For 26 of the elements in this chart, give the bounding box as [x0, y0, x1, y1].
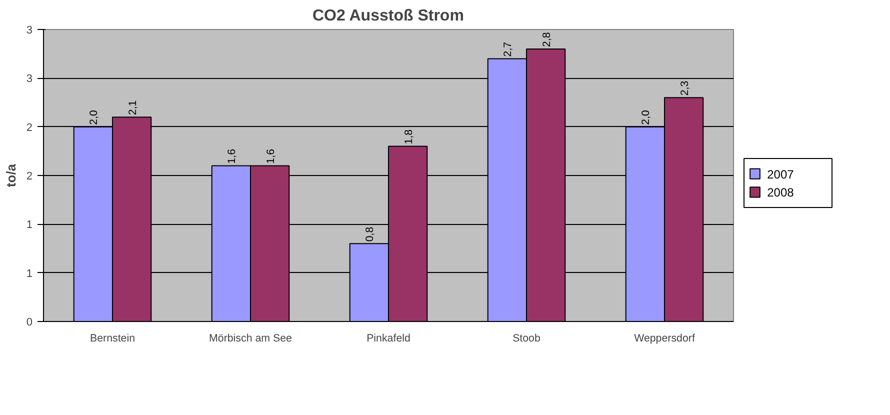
- y-tick-label: 3: [26, 73, 33, 86]
- data-label: 1,8: [402, 129, 415, 144]
- x-tick-label: Stoob: [512, 332, 540, 344]
- chart-title: CO2 Ausstoß Strom: [312, 8, 464, 24]
- x-tick-label: Pinkafeld: [366, 332, 410, 344]
- legend-label: 2008: [767, 186, 794, 200]
- legend-label: 2007: [767, 167, 794, 182]
- data-label: 1,6: [264, 148, 277, 164]
- x-tick-label: Weppersdorf: [634, 332, 695, 344]
- data-label: 2,8: [540, 32, 553, 47]
- y-tick-label: 1: [26, 219, 33, 232]
- data-label: 2,7: [502, 42, 514, 57]
- data-label: 1,6: [226, 148, 238, 164]
- y-tick-label: 2: [26, 122, 33, 134]
- x-tick-label: Mörbisch am See: [209, 332, 292, 344]
- data-label: 2,3: [678, 80, 691, 96]
- data-label: 2,1: [126, 100, 139, 116]
- y-axis-title: to/a: [3, 163, 18, 188]
- data-label: 0,8: [364, 226, 376, 242]
- data-label: 2,0: [88, 110, 100, 125]
- data-label: 2,0: [640, 110, 652, 125]
- y-tick-label: 1: [26, 268, 33, 280]
- y-tick-label: 0: [26, 316, 33, 328]
- y-tick-label: 3: [26, 24, 33, 36]
- x-tick-label: Bernstein: [90, 332, 136, 344]
- y-tick-label: 2: [26, 170, 33, 182]
